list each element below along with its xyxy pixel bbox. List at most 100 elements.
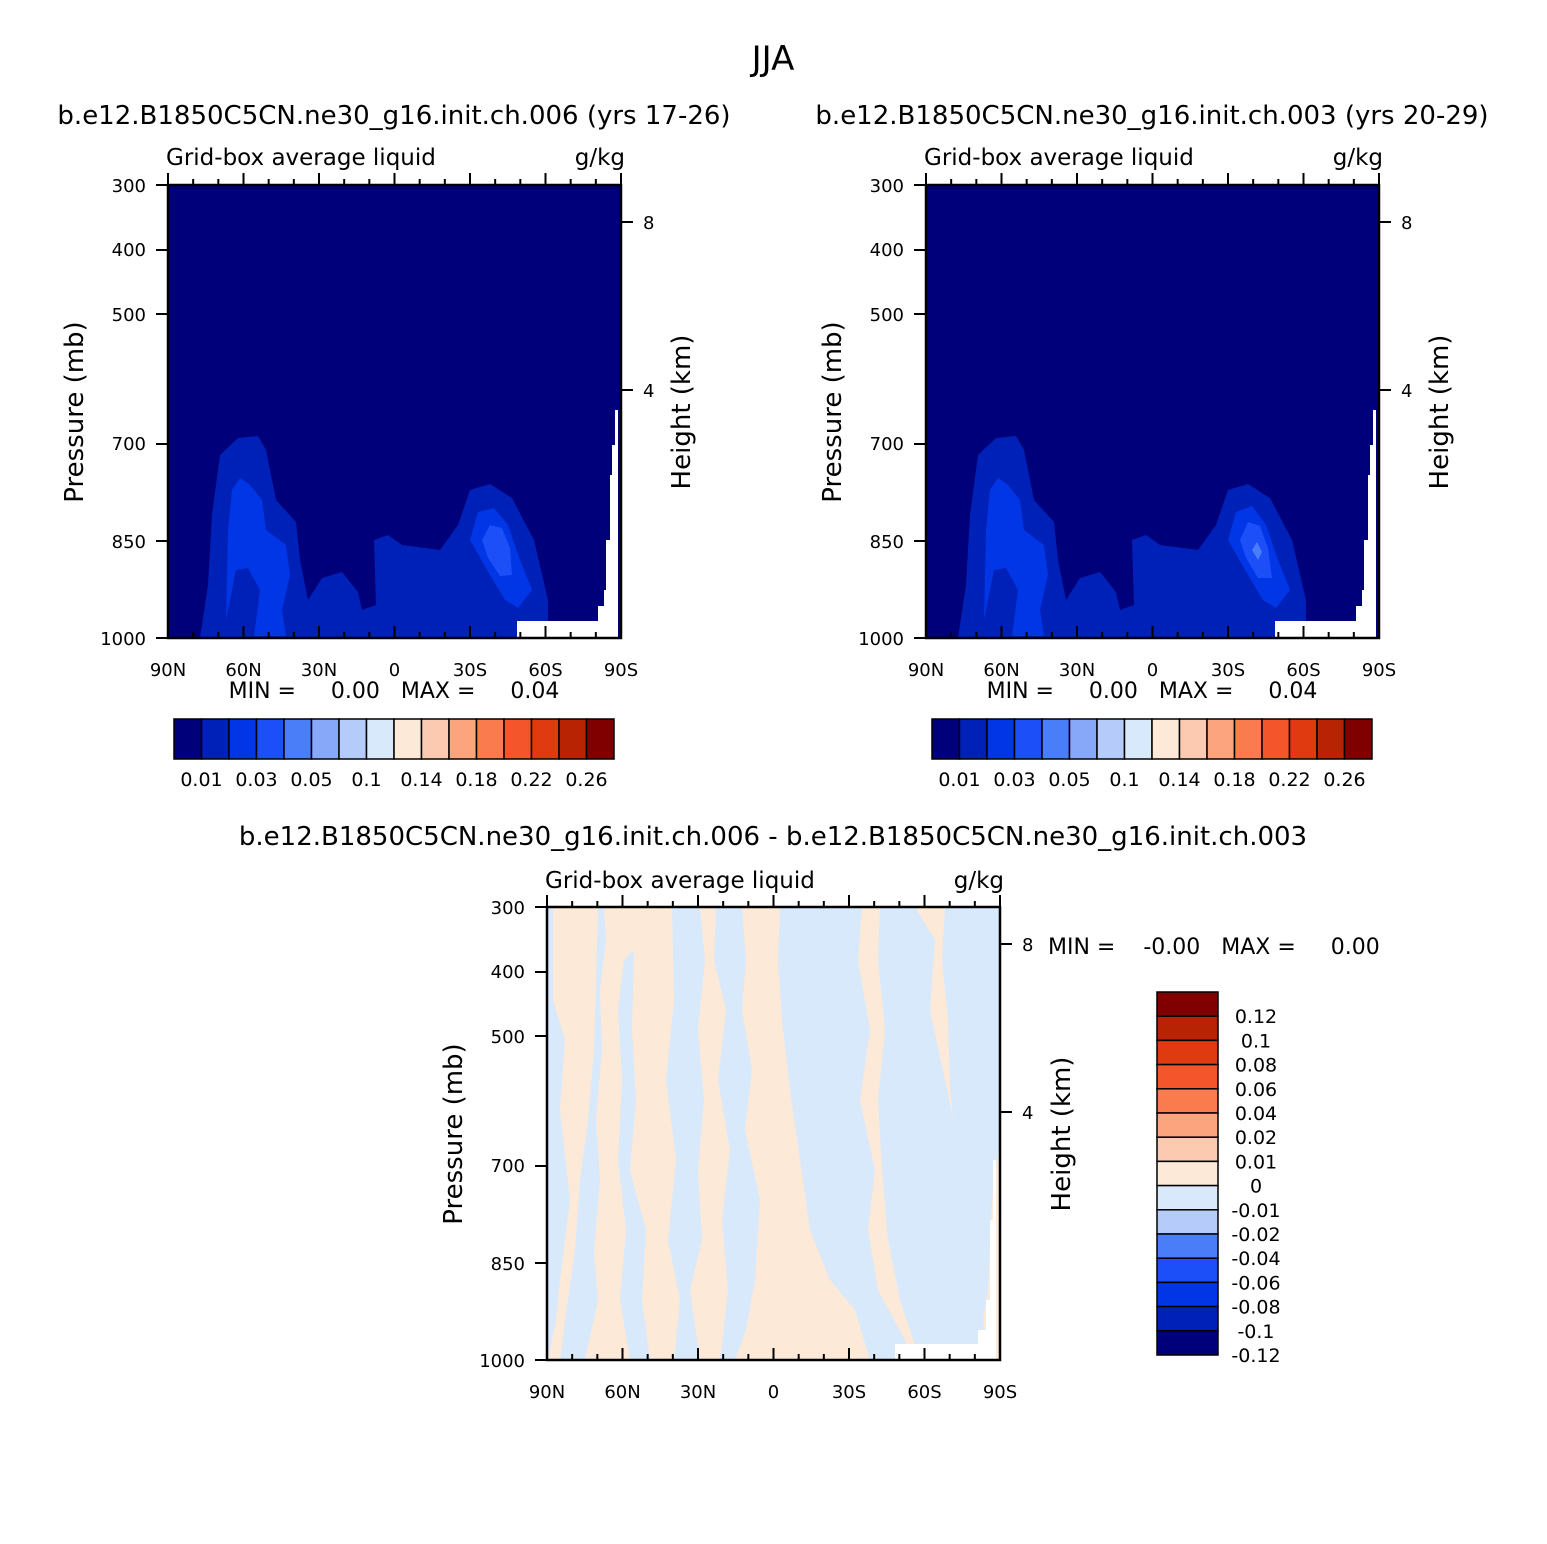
colorbar-swatch <box>1156 991 1219 1017</box>
y-tick-label: 850 <box>870 532 904 553</box>
panel-2-y-tick-labels: 300 400 500 700 850 1000 <box>858 176 904 650</box>
x-tick-label: 0 <box>389 660 400 681</box>
panel-3-y-tick-labels: 300 400 500 700 850 1000 <box>479 898 525 1372</box>
colorbar-swatch <box>1013 718 1043 760</box>
colorbar-label: 0.01 <box>938 769 980 791</box>
panel-2: b.e12.B1850C5CN.ne30_g16.init.ch.003 (yr… <box>815 101 1488 791</box>
colorbar-swatch <box>1156 1136 1219 1163</box>
panel-2-missing-data <box>1275 410 1376 638</box>
colorbar-swatch <box>530 718 560 760</box>
x-tick-label: 60N <box>604 1382 640 1403</box>
panel-1-contour-level-3 <box>226 478 290 636</box>
colorbar-label: 0.14 <box>400 769 442 791</box>
x-tick-label: 60S <box>528 660 562 681</box>
colorbar-label: 0.26 <box>1323 769 1365 791</box>
colorbar-label: -0.1 <box>1237 1321 1274 1343</box>
panel-3-plot-area <box>547 907 1000 1360</box>
colorbar-swatch <box>1151 718 1181 760</box>
x-tick-label: 0 <box>1147 660 1158 681</box>
colorbar-swatch <box>1041 718 1071 760</box>
colorbar-swatch <box>558 718 588 760</box>
y2-tick-label: 4 <box>1022 1103 1033 1124</box>
colorbar-label: 0.18 <box>1213 769 1255 791</box>
y-tick-label: 700 <box>491 1156 525 1177</box>
y-tick-label: 400 <box>112 240 146 261</box>
colorbar-label: 0.18 <box>455 769 497 791</box>
colorbar-swatch <box>1156 1305 1219 1332</box>
panel-3-title: b.e12.B1850C5CN.ne30_g16.init.ch.006 - b… <box>239 822 1307 852</box>
colorbar-swatch <box>173 718 203 760</box>
colorbar-swatch <box>1123 718 1153 760</box>
colorbar-label: -0.08 <box>1231 1297 1280 1319</box>
y-tick-label: 300 <box>491 898 525 919</box>
colorbar-swatch <box>283 718 313 760</box>
colorbar-swatch <box>1156 1233 1219 1259</box>
y-tick-label: 700 <box>870 434 904 455</box>
colorbar-label: 0.02 <box>1235 1127 1277 1149</box>
panel-1-variable: Grid-box average liquid <box>166 145 436 171</box>
panel-3-units: g/kg <box>954 868 1004 894</box>
panel-1-colorbar: 0.01 0.03 0.05 0.1 0.14 0.18 0.22 0.26 <box>173 718 615 791</box>
colorbar-label: -0.01 <box>1231 1200 1280 1222</box>
colorbar-swatch <box>448 718 478 760</box>
y-tick-label: 1000 <box>479 1351 525 1372</box>
x-tick-label: 60S <box>907 1382 941 1403</box>
y-tick-label: 400 <box>491 962 525 983</box>
panel-3-missing-data <box>895 1160 996 1360</box>
panel-1-y-tick-labels: 300 400 500 700 850 1000 <box>100 176 146 650</box>
colorbar-swatch <box>958 718 988 760</box>
panel-2-x-tick-labels: 90N 60N 30N 0 30S 60S 90S <box>908 660 1396 681</box>
colorbar-label: 0 <box>1250 1176 1262 1198</box>
colorbar-swatch <box>1316 718 1346 760</box>
x-tick-label: 90N <box>908 660 944 681</box>
panel-2-contour-level-3 <box>984 478 1048 636</box>
x-tick-label: 90S <box>604 660 638 681</box>
colorbar-swatch <box>986 718 1016 760</box>
panel-3-y2label: Height (km) <box>1047 1057 1077 1212</box>
colorbar-swatch <box>1096 718 1126 760</box>
colorbar-swatch <box>1288 718 1318 760</box>
panel-2-min-max: MIN = 0.00 MAX = 0.04 <box>987 679 1318 704</box>
panel-2-ylabel: Pressure (mb) <box>818 321 848 502</box>
colorbar-label: 0.01 <box>1235 1151 1277 1173</box>
y-tick-label: 300 <box>870 176 904 197</box>
panel-1-ylabel: Pressure (mb) <box>60 321 90 502</box>
panel-3-negative-region <box>666 907 705 1360</box>
colorbar-swatch <box>228 718 258 760</box>
x-tick-label: 30N <box>301 660 337 681</box>
y-tick-label: 1000 <box>858 629 904 650</box>
colorbar-swatch <box>1156 1184 1219 1211</box>
colorbar-swatch <box>1156 1088 1219 1114</box>
x-tick-label: 90S <box>1362 660 1396 681</box>
panel-3-negative-region <box>714 907 760 1360</box>
colorbar-swatch <box>931 718 961 760</box>
panel-1-missing-data <box>517 410 618 638</box>
colorbar-swatch <box>1343 718 1373 760</box>
x-tick-label: 30S <box>453 660 487 681</box>
panel-3-colorbar: 0.120.10.080.060.040.020.010-0.01-0.02-0… <box>1156 991 1281 1367</box>
colorbar-label: -0.06 <box>1231 1272 1280 1294</box>
y2-tick-label: 4 <box>1401 381 1412 402</box>
y2-tick-label: 8 <box>1022 935 1033 956</box>
y-tick-label: 400 <box>870 240 904 261</box>
colorbar-label: 0.03 <box>235 769 277 791</box>
colorbar-swatch <box>255 718 285 760</box>
colorbar-swatch <box>503 718 533 760</box>
x-tick-label: 30S <box>1211 660 1245 681</box>
y-tick-label: 1000 <box>100 629 146 650</box>
panel-3-ylabel: Pressure (mb) <box>439 1043 469 1224</box>
panel-1-contour-level-4 <box>482 525 512 576</box>
panel-1-y2-tick-labels: 8 4 <box>643 213 654 402</box>
y2-tick-label: 4 <box>643 381 654 402</box>
colorbar-swatch <box>1156 1112 1219 1138</box>
y-tick-label: 850 <box>491 1254 525 1275</box>
colorbar-label: 0.1 <box>1241 1030 1271 1052</box>
colorbar-label: 0.22 <box>510 769 552 791</box>
panel-3-min-max: MIN = -0.00 MAX = 0.00 <box>1048 935 1380 960</box>
colorbar-label: 0.04 <box>1235 1103 1277 1125</box>
panel-2-y2label: Height (km) <box>1425 335 1455 490</box>
panel-3-negative-region <box>548 907 570 1360</box>
panel-2-axis-ticks <box>914 173 1391 639</box>
colorbar-label: 0.03 <box>993 769 1035 791</box>
colorbar-label: -0.02 <box>1231 1224 1280 1246</box>
